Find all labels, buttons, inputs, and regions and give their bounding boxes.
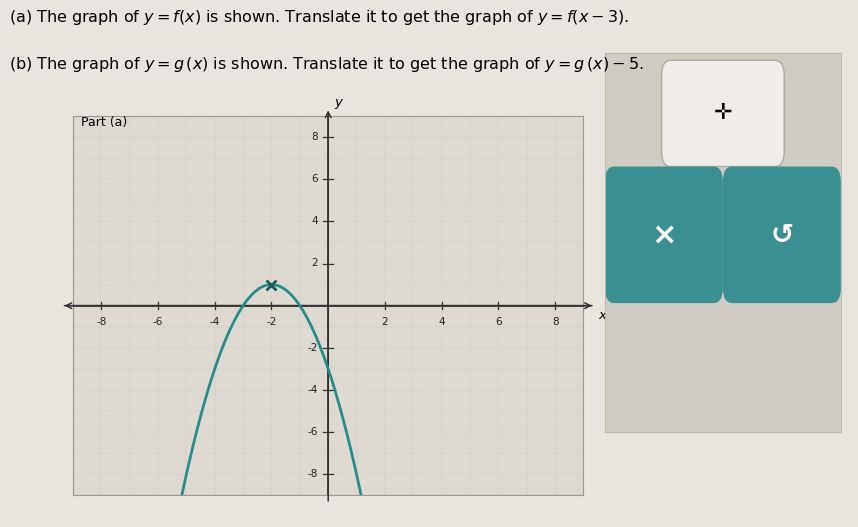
- Text: -2: -2: [266, 317, 276, 327]
- Text: (b) The graph of $y=g\,(x)$ is shown. Translate it to get the graph of $y=g\,(x): (b) The graph of $y=g\,(x)$ is shown. Tr…: [9, 55, 644, 74]
- Text: 4: 4: [311, 217, 318, 226]
- Text: ×: ×: [651, 220, 677, 249]
- Text: 4: 4: [438, 317, 445, 327]
- Text: 6: 6: [495, 317, 502, 327]
- Text: 6: 6: [311, 174, 318, 184]
- Text: 2: 2: [311, 259, 318, 268]
- Text: x: x: [598, 309, 606, 321]
- Text: 8: 8: [311, 132, 318, 142]
- Text: -2: -2: [308, 343, 318, 353]
- Text: -4: -4: [209, 317, 220, 327]
- Text: Part (a): Part (a): [82, 116, 128, 130]
- FancyBboxPatch shape: [605, 167, 722, 303]
- Text: y: y: [334, 96, 342, 109]
- Text: -4: -4: [308, 385, 318, 395]
- Text: ✛: ✛: [714, 103, 732, 123]
- Text: -8: -8: [308, 470, 318, 479]
- Text: -8: -8: [96, 317, 106, 327]
- Text: (a) The graph of $y=f(x)$ is shown. Translate it to get the graph of $y=f(x-3)$.: (a) The graph of $y=f(x)$ is shown. Tran…: [9, 8, 629, 27]
- Text: -6: -6: [153, 317, 163, 327]
- Text: 2: 2: [382, 317, 388, 327]
- Text: -6: -6: [308, 427, 318, 437]
- Text: 8: 8: [552, 317, 559, 327]
- FancyBboxPatch shape: [722, 167, 841, 303]
- FancyBboxPatch shape: [662, 60, 784, 167]
- Text: ↺: ↺: [770, 221, 794, 249]
